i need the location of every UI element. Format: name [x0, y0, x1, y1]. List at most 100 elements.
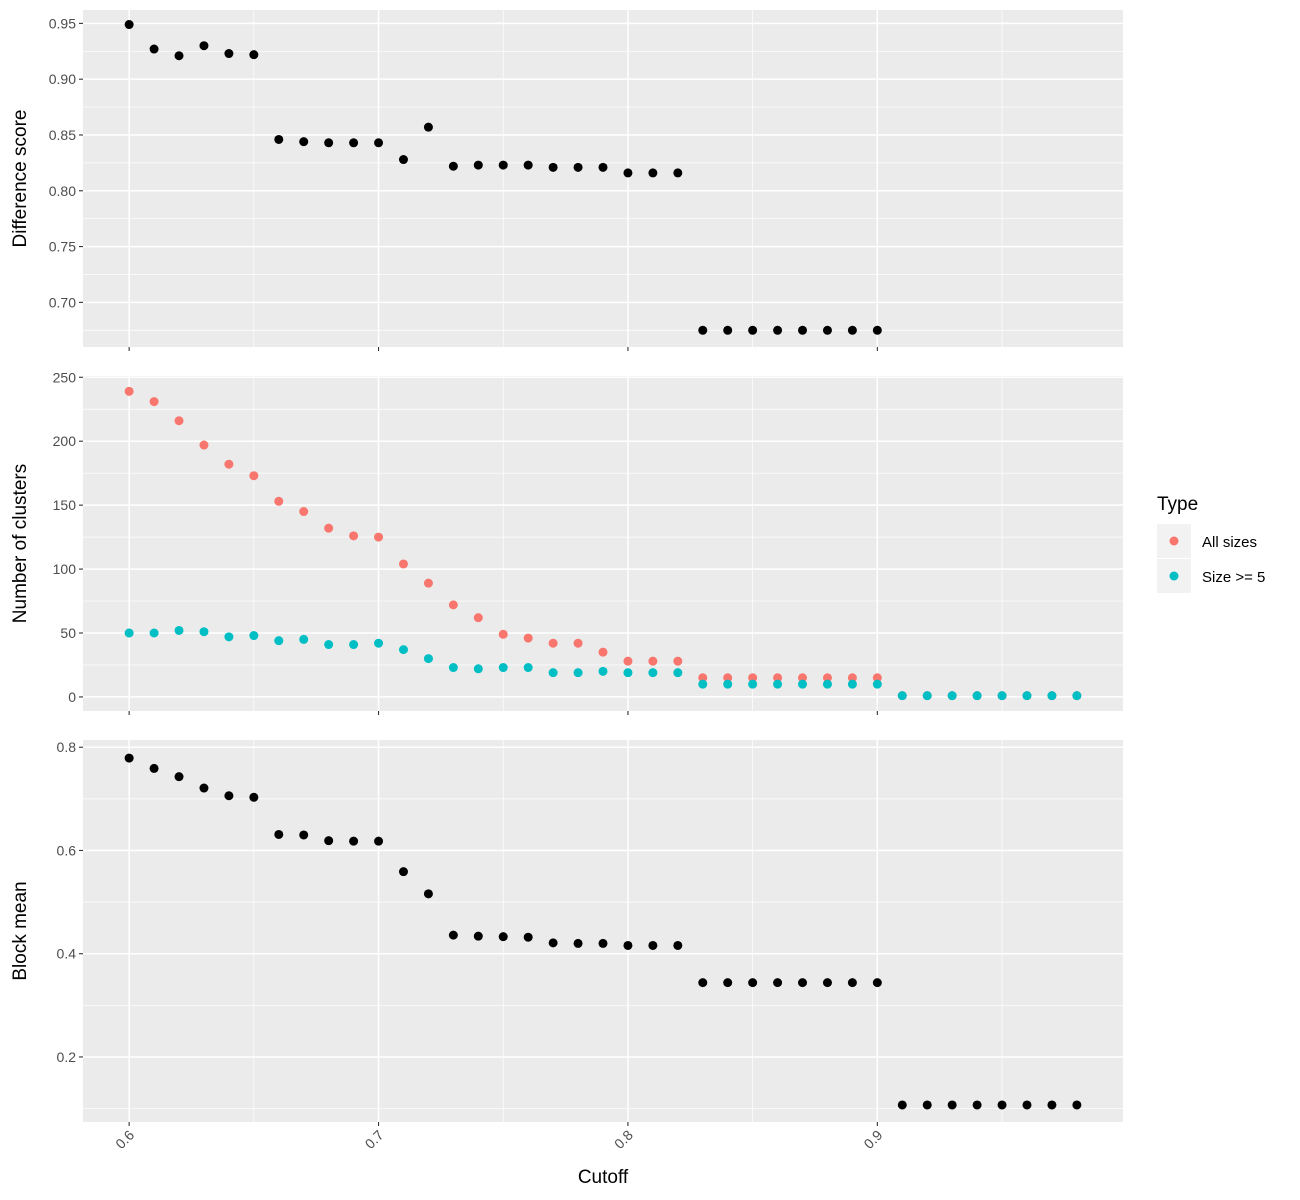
data-point: [798, 325, 808, 335]
data-point: [398, 645, 408, 655]
data-point: [947, 691, 957, 701]
data-point: [423, 654, 433, 664]
x-axis-title: Cutoff: [578, 1167, 629, 1188]
data-point: [324, 523, 334, 533]
data-point: [174, 51, 184, 61]
data-point: [523, 160, 533, 170]
data-point: [997, 1100, 1007, 1110]
data-point: [349, 138, 359, 148]
data-point: [299, 137, 309, 147]
y-tick-label: 0.95: [49, 15, 76, 31]
data-point: [897, 1100, 907, 1110]
data-point: [598, 162, 608, 172]
data-point: [648, 940, 658, 950]
data-point: [723, 978, 733, 988]
data-point: [548, 938, 558, 948]
data-point: [698, 325, 708, 335]
data-point: [498, 932, 508, 942]
data-point: [997, 691, 1007, 701]
data-point: [648, 168, 658, 178]
legend-title: Type: [1157, 494, 1198, 515]
data-point: [224, 459, 234, 469]
data-point: [648, 656, 658, 666]
data-point: [548, 162, 558, 172]
data-point: [872, 679, 882, 689]
data-point: [598, 938, 608, 948]
data-point: [972, 691, 982, 701]
data-point: [623, 668, 633, 678]
series-points: [124, 20, 882, 335]
data-point: [174, 416, 184, 426]
y-tick-label: 0.2: [57, 1049, 77, 1065]
data-point: [473, 613, 483, 623]
data-point: [673, 668, 683, 678]
x-tick-label: 0.9: [860, 1127, 885, 1152]
x-tick-label: 0.7: [362, 1127, 387, 1152]
data-point: [448, 600, 458, 610]
data-point: [748, 978, 758, 988]
data-point: [748, 679, 758, 689]
data-point: [324, 138, 334, 148]
data-point: [673, 168, 683, 178]
data-point: [149, 397, 159, 407]
data-point: [149, 628, 159, 638]
data-point: [374, 532, 384, 542]
data-point: [523, 932, 533, 942]
data-point: [249, 471, 259, 481]
panel-background: [83, 10, 1123, 347]
data-point: [124, 20, 134, 30]
data-point: [748, 673, 758, 683]
data-point: [1072, 1100, 1082, 1110]
panel-1: 0.70 0.75 0.80 0.85 0.90 0.95 Difference score: [10, 10, 1123, 351]
data-point: [847, 325, 857, 335]
x-tick-label: 0.8: [611, 1127, 636, 1152]
data-point: [798, 978, 808, 988]
data-point: [623, 168, 633, 178]
y-tick-label: 0.75: [49, 239, 76, 255]
data-point: [723, 325, 733, 335]
data-point: [798, 679, 808, 689]
data-point: [922, 691, 932, 701]
data-point: [748, 325, 758, 335]
y-tick-label: 0.70: [49, 294, 76, 310]
y-axis-title: Difference score: [10, 110, 31, 248]
data-point: [374, 638, 384, 648]
data-point: [822, 325, 832, 335]
data-point: [773, 679, 783, 689]
data-point: [274, 636, 284, 646]
data-point: [773, 325, 783, 335]
data-point: [598, 647, 608, 657]
data-point: [1047, 1100, 1057, 1110]
data-point: [773, 978, 783, 988]
data-point: [124, 386, 134, 396]
data-point: [299, 634, 309, 644]
data-point: [648, 668, 658, 678]
data-point: [673, 940, 683, 950]
data-point: [224, 49, 234, 59]
data-point: [723, 673, 733, 683]
data-point: [698, 679, 708, 689]
data-point: [698, 673, 708, 683]
data-point: [149, 763, 159, 773]
data-point: [199, 783, 209, 793]
data-point: [922, 1100, 932, 1110]
data-point: [623, 656, 633, 666]
legend-swatch: [1169, 536, 1179, 546]
data-point: [324, 836, 334, 846]
data-point: [174, 772, 184, 782]
data-point: [224, 791, 234, 801]
data-point: [822, 978, 832, 988]
data-point: [598, 666, 608, 676]
data-point: [448, 663, 458, 673]
data-point: [1047, 691, 1057, 701]
data-point: [199, 627, 209, 637]
data-point: [872, 325, 882, 335]
data-point: [299, 830, 309, 840]
data-point: [274, 496, 284, 506]
data-point: [398, 867, 408, 877]
data-point: [773, 673, 783, 683]
series-points: [124, 753, 1082, 1110]
data-point: [199, 41, 209, 51]
data-point: [573, 668, 583, 678]
